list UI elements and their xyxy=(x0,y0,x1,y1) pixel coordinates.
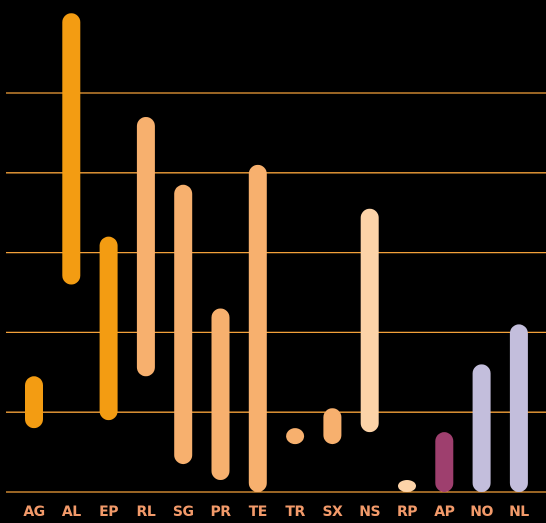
x-tick-label-rp: RP xyxy=(397,504,417,520)
range-bars xyxy=(25,13,528,492)
range-bar-rl xyxy=(136,116,155,377)
range-bar-ag xyxy=(25,376,43,429)
gridlines xyxy=(6,92,546,493)
range-bar-al xyxy=(62,13,81,285)
x-tick-label-ag: AG xyxy=(23,504,44,520)
x-tick-label-rl: RL xyxy=(137,504,156,520)
x-tick-label-tr: TR xyxy=(285,504,305,520)
x-tick-label-ns: NS xyxy=(359,504,380,520)
range-bar-tr xyxy=(286,428,305,445)
range-bar-ap xyxy=(435,432,454,492)
range-bar-ns xyxy=(360,208,379,433)
x-tick-label-sg: SG xyxy=(173,504,194,520)
x-tick-labels: AG AL EP RL SG PR TE TR SX NS RP AP NO NL xyxy=(23,504,529,520)
x-tick-label-sx: SX xyxy=(322,504,343,520)
x-tick-label-ap: AP xyxy=(434,504,454,520)
range-bar-rp xyxy=(398,480,416,492)
range-bar-ep xyxy=(99,236,118,421)
range-bar-sg xyxy=(174,184,193,465)
range-bar-pr xyxy=(211,308,230,481)
x-tick-label-nl: NL xyxy=(509,504,529,520)
range-bar-no xyxy=(472,364,491,492)
range-bar-sx xyxy=(323,408,342,445)
x-tick-label-pr: PR xyxy=(210,504,231,520)
x-tick-label-no: NO xyxy=(470,504,493,520)
x-tick-label-al: AL xyxy=(62,504,81,520)
x-tick-label-ep: EP xyxy=(99,504,118,520)
range-bar-nl xyxy=(509,324,528,492)
range-bar-te xyxy=(248,164,267,492)
x-tick-label-te: TE xyxy=(249,504,267,520)
